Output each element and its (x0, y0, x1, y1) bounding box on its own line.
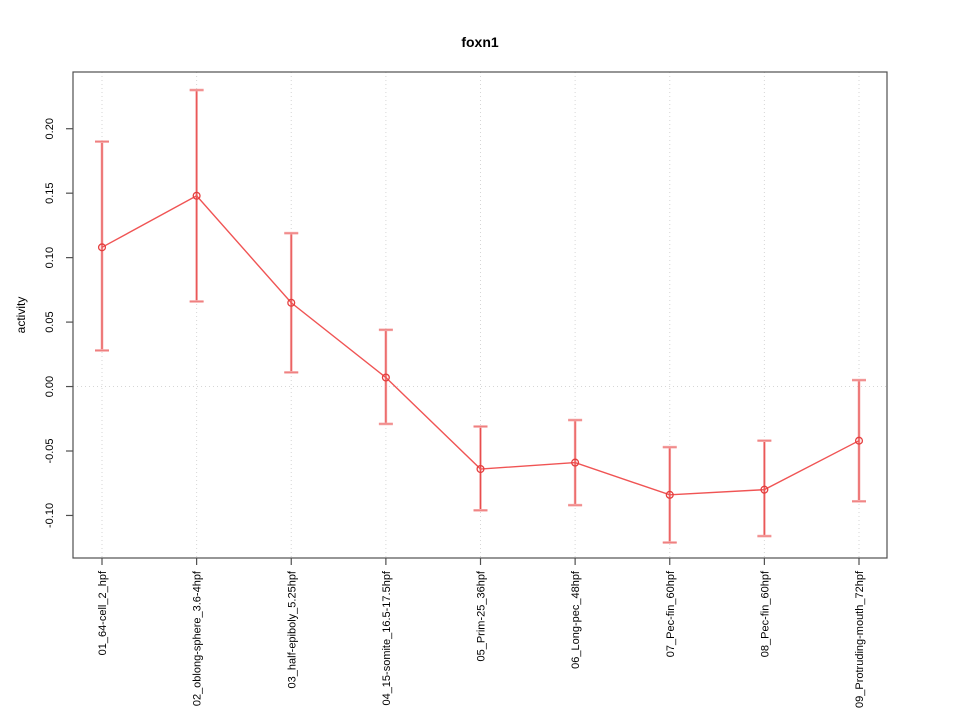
error-bar (95, 140, 109, 352)
error-bar (852, 378, 866, 503)
x-tick-label: 07_Pec-fin_60hpf (665, 570, 677, 657)
x-tick-label: 06_Long-pec_48hpf (570, 570, 582, 669)
y-tick-label: 0.05 (44, 311, 56, 332)
y-tick-label: 0.00 (44, 376, 56, 397)
x-tick-label: 05_Prim-25_36hpf (476, 570, 488, 661)
error-bar (757, 439, 772, 538)
chart-title: foxn1 (461, 34, 499, 50)
data-point-marker (571, 458, 580, 467)
series-line (101, 194, 860, 496)
x-tick-label: 09_Protruding-mouth_72hpf (854, 570, 866, 708)
x-tick-label: 08_Pec-fin_60hpf (759, 570, 771, 657)
data-point-marker (287, 298, 296, 307)
y-tick-label: 0.20 (44, 118, 56, 139)
y-tick-label: -0.10 (44, 503, 56, 528)
y-tick-label: 0.15 (44, 182, 56, 203)
x-tick-label: 02_oblong-sphere_3.6-4hpf (192, 570, 204, 706)
data-point-marker (381, 373, 390, 382)
data-point-marker (192, 191, 201, 200)
y-tick-label: -0.05 (44, 438, 56, 463)
data-point-marker (854, 436, 864, 445)
data-point-marker (665, 490, 674, 499)
x-tick-label: 03_half-epiboly_5.25hpf (286, 570, 298, 688)
data-point-marker (476, 465, 485, 474)
x-tick-label: 01_64-cell_2_hpf (97, 570, 109, 655)
y-tick-label: 0.10 (44, 247, 56, 268)
data-point-marker (760, 485, 769, 494)
x-tick-label: 04_15-somite_16.5-17.5hpf (381, 570, 393, 705)
y-axis-label: activity (14, 297, 28, 334)
data-point-marker (97, 243, 107, 252)
